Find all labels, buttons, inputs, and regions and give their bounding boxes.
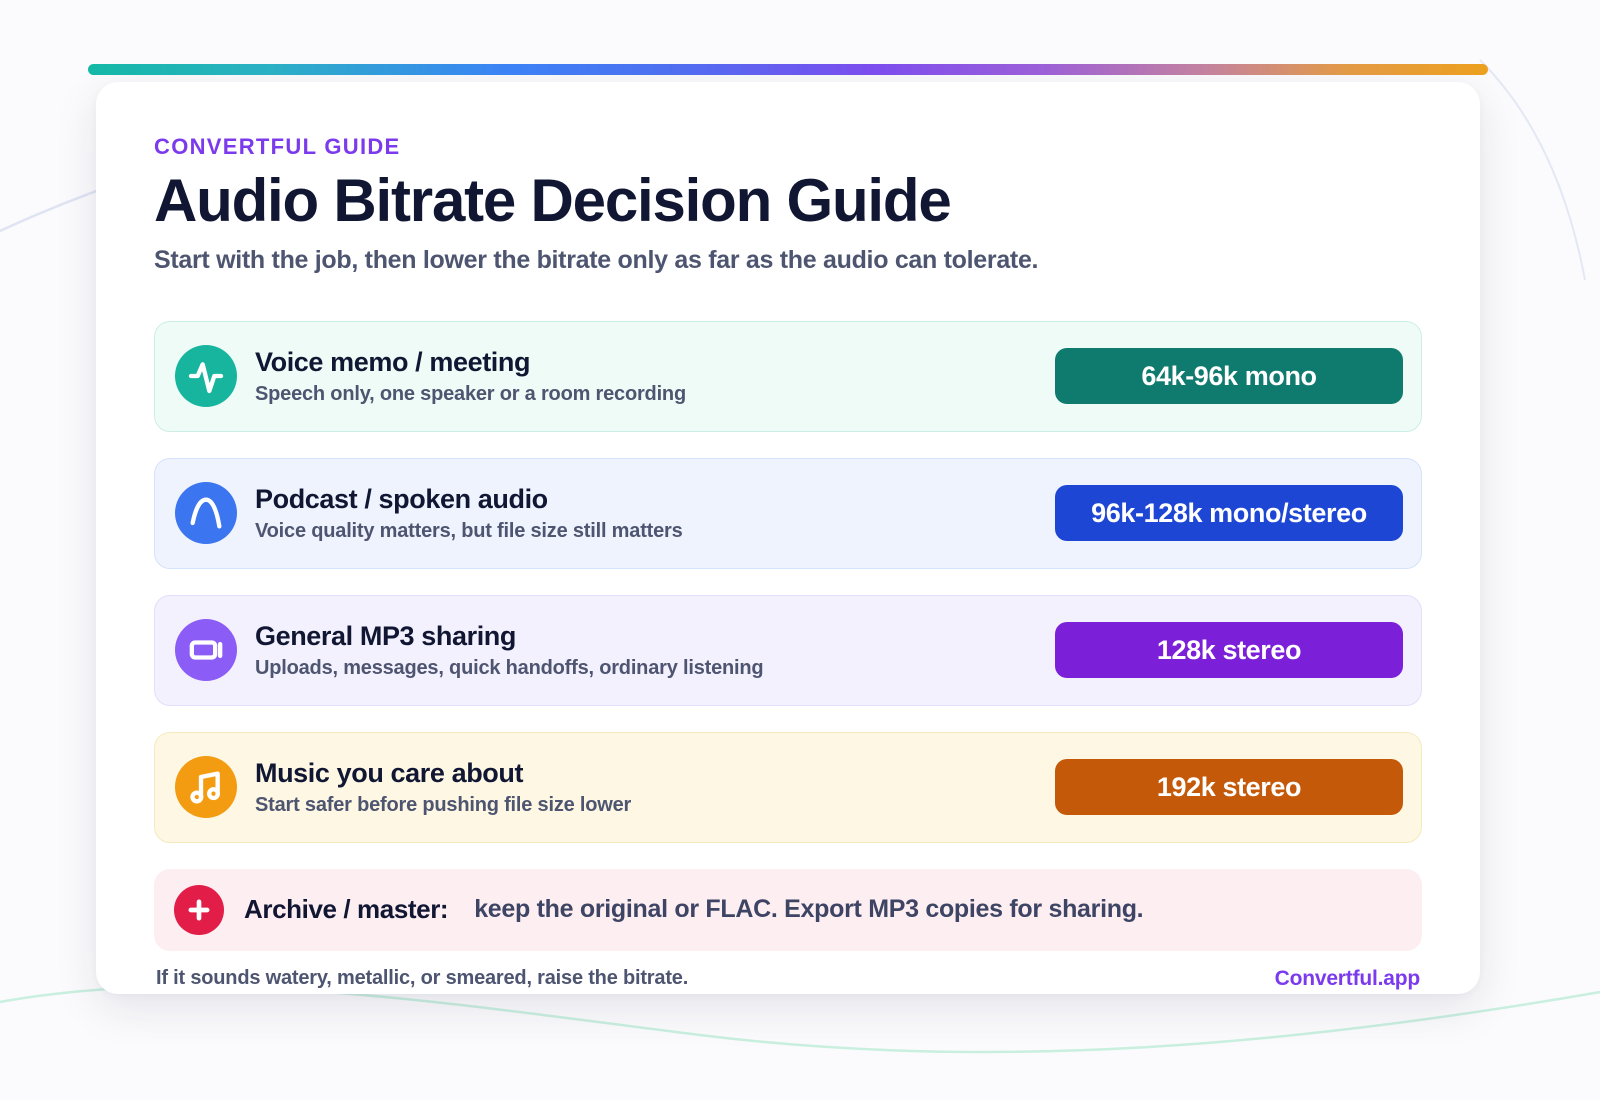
card-footer: If it sounds watery, metallic, or smeare… [154, 967, 1422, 991]
row-text-group: General MP3 sharing Uploads, messages, q… [255, 621, 1055, 680]
archive-master-note[interactable]: Archive / master: keep the original or F… [154, 868, 1422, 951]
bitrate-row-podcast[interactable]: Podcast / spoken audio Voice quality mat… [154, 457, 1422, 569]
footer-brand-link[interactable]: Convertful.app [1274, 966, 1421, 990]
row-title: Podcast / spoken audio [255, 483, 548, 514]
bitrate-badge[interactable]: 96k-128k mono/stereo [1055, 485, 1403, 542]
bitrate-badge[interactable]: 64k-96k mono [1055, 348, 1403, 405]
bitrate-badge[interactable]: 192k stereo [1055, 759, 1403, 816]
activity-pulse-icon [175, 345, 237, 408]
footer-note: If it sounds watery, metallic, or smeare… [156, 967, 689, 990]
accent-gradient-bar [88, 64, 1488, 75]
row-text-group: Voice memo / meeting Speech only, one sp… [255, 347, 1055, 406]
music-note-icon [175, 756, 237, 819]
speaker-box-icon [175, 619, 237, 682]
row-text-group: Music you care about Start safer before … [255, 758, 1055, 817]
bitrate-row-list: Voice memo / meeting Speech only, one sp… [154, 320, 1422, 843]
page-subtitle: Start with the job, then lower the bitra… [154, 245, 1039, 274]
row-subtitle: Start safer before pushing file size low… [255, 793, 632, 816]
card-body: CONVERTFUL GUIDE Audio Bitrate Decision … [96, 82, 1480, 994]
row-text-group: Podcast / spoken audio Voice quality mat… [255, 484, 1055, 543]
row-subtitle: Uploads, messages, quick handoffs, ordin… [255, 656, 764, 679]
row-title: General MP3 sharing [255, 620, 516, 651]
row-subtitle: Speech only, one speaker or a room recor… [255, 382, 686, 405]
row-title: Music you care about [255, 757, 524, 788]
bitrate-badge[interactable]: 128k stereo [1055, 622, 1403, 679]
bitrate-row-general-mp3[interactable]: General MP3 sharing Uploads, messages, q… [154, 594, 1422, 706]
row-subtitle: Voice quality matters, but file size sti… [255, 519, 683, 542]
plus-circle-icon [174, 884, 224, 935]
eyebrow-label: CONVERTFUL GUIDE [154, 134, 401, 159]
page-header: CONVERTFUL GUIDE Audio Bitrate Decision … [154, 134, 1422, 275]
page-title: Audio Bitrate Decision Guide [154, 167, 952, 234]
archive-text: keep the original or FLAC. Export MP3 co… [474, 895, 1144, 924]
bitrate-row-music[interactable]: Music you care about Start safer before … [154, 731, 1422, 843]
guide-card: CONVERTFUL GUIDE Audio Bitrate Decision … [88, 64, 1488, 1004]
soundwave-arc-icon [175, 482, 237, 545]
bitrate-row-voice-memo[interactable]: Voice memo / meeting Speech only, one sp… [154, 320, 1422, 432]
archive-label: Archive / master: [244, 894, 449, 925]
row-title: Voice memo / meeting [255, 346, 531, 377]
